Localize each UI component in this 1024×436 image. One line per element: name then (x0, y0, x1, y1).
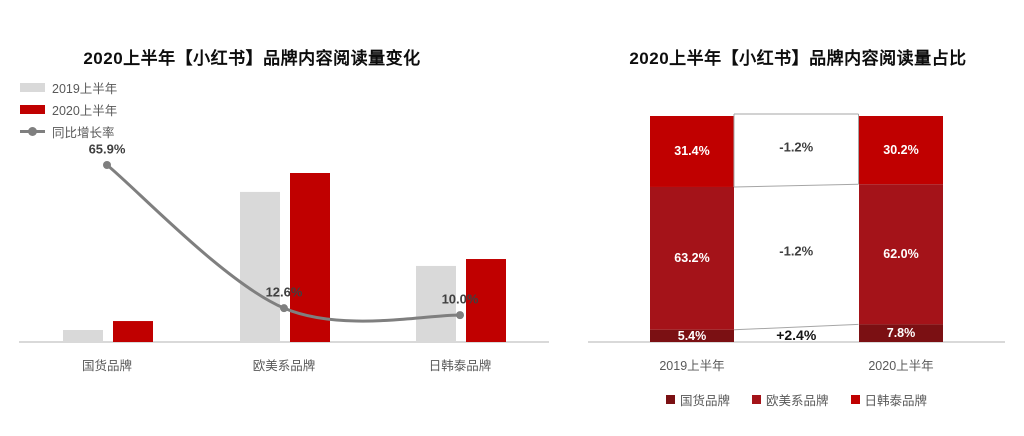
left-chart-legend: 2019上半年 2020上半年 同比增长率 (20, 76, 117, 142)
legend-swatch-jkt (850, 395, 860, 404)
legend-label: 日韩泰品牌 (864, 394, 928, 408)
legend-item-growth-rate: 同比增长率 (20, 120, 117, 142)
legend-swatch-2020 (20, 104, 45, 114)
right-chart-title: 2020上半年【小红书】品牌内容阅读量占比 (629, 49, 967, 68)
left-chart-title: 2020上半年【小红书】品牌内容阅读量变化 (83, 49, 421, 68)
legend-item-domestic: 国货品牌 (665, 390, 730, 409)
x-label-2020: 2020上半年 (868, 359, 934, 373)
legend-label: 2019上半年 (52, 81, 118, 96)
legend-label: 2020上半年 (52, 103, 118, 118)
stack-segment (859, 184, 943, 325)
bar-2019 (416, 265, 456, 342)
legend-label: 同比增长率 (52, 125, 115, 140)
stack-segment (650, 186, 734, 330)
category-label-jkt: 日韩泰品牌 (428, 359, 492, 373)
legend-line-marker-icon (20, 126, 45, 136)
category-label-domestic: 国货品牌 (81, 359, 132, 373)
legend-label: 国货品牌 (679, 394, 730, 408)
stack-segment (859, 116, 943, 185)
legend-swatch-2019 (20, 82, 45, 92)
growth-rate-line (105, 163, 462, 323)
legend-swatch-western (751, 395, 761, 404)
connector-line (733, 323, 859, 331)
line-marker-dot (103, 160, 111, 169)
connector-line (733, 183, 859, 188)
bar-2020 (466, 259, 506, 342)
stack-segment (650, 116, 734, 187)
legend-dot-icon (28, 126, 37, 136)
legend-item-2020: 2020上半年 (20, 98, 117, 120)
category-label-western: 欧美系品牌 (252, 359, 316, 373)
bar-2019 (240, 191, 280, 342)
bar-2020 (113, 321, 153, 342)
legend-item-western: 欧美系品牌 (751, 390, 829, 409)
legend-label: 欧美系品牌 (765, 394, 829, 408)
stack-segment (650, 329, 734, 342)
legend-item-2019: 2019上半年 (20, 76, 117, 98)
line-marker-dot (456, 311, 464, 320)
legend-item-jkt: 日韩泰品牌 (850, 390, 928, 409)
legend-swatch-domestic (665, 395, 675, 404)
right-chart-legend: 国货品牌 欧美系品牌 日韩泰品牌 (588, 390, 1005, 409)
line-marker-dot (280, 304, 288, 313)
stack-segment (859, 324, 943, 342)
bar-2019 (63, 330, 103, 342)
x-label-2019: 2019上半年 (659, 359, 725, 373)
